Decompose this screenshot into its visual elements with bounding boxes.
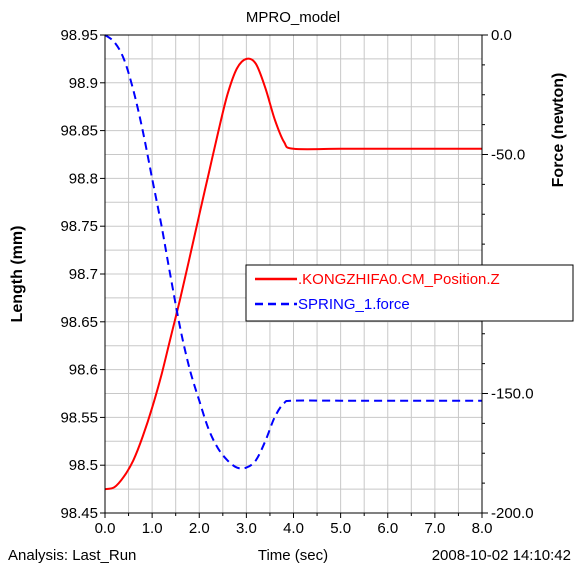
y-tick-label: 98.7 bbox=[69, 266, 98, 283]
x-tick-label: 4.0 bbox=[283, 520, 304, 537]
x-tick-label: 6.0 bbox=[377, 520, 398, 537]
ticks: 0.0 1.0 2.0 3.0 4.0 5.0 6.0 7.0 8.0 98.95 98.9 98.8… bbox=[60, 27, 533, 537]
y-tick-label: 98.65 bbox=[60, 314, 98, 331]
footer-timestamp: 2008-10-02 14:10:42 bbox=[432, 547, 571, 564]
legend-label-series-1: .KONGZHIFA0.CM_Position.Z bbox=[298, 271, 500, 288]
series-line-2 bbox=[104, 34, 482, 470]
x-axis-label: Time (sec) bbox=[258, 547, 328, 564]
series-layer bbox=[104, 34, 482, 491]
chart-title: MPRO_model bbox=[246, 9, 340, 26]
y-tick-label: 98.45 bbox=[60, 505, 98, 522]
legend-label-series-2: SPRING_1.force bbox=[298, 296, 410, 313]
y-tick-label: 98.95 bbox=[60, 27, 98, 44]
x-tick-label: 5.0 bbox=[330, 520, 351, 537]
legend-box bbox=[245, 264, 574, 322]
x-tick-label: 8.0 bbox=[472, 520, 493, 537]
y2-tick-label: -200.0 bbox=[491, 505, 534, 522]
legend: .KONGZHIFA0.CM_Position.Z SPRING_1.force bbox=[245, 264, 574, 322]
x-tick-label: 7.0 bbox=[424, 520, 445, 537]
y-tick-label: 98.85 bbox=[60, 123, 98, 140]
y2-tick-label: -150.0 bbox=[491, 386, 534, 403]
footer-analysis: Analysis: Last_Run bbox=[8, 547, 136, 564]
y-tick-label: 98.8 bbox=[69, 170, 98, 187]
x-tick-label: 2.0 bbox=[189, 520, 210, 537]
y-tick-label: 98.5 bbox=[69, 457, 98, 474]
y-tick-label: 98.55 bbox=[60, 409, 98, 426]
y2-axis-label: Force (newton) bbox=[550, 73, 567, 188]
y2-tick-label: -50.0 bbox=[491, 147, 525, 164]
y2-tick-label: 0.0 bbox=[491, 27, 512, 44]
series-line-1 bbox=[104, 57, 482, 491]
y-axis-label: Length (mm) bbox=[9, 226, 26, 323]
y-tick-label: 98.9 bbox=[69, 75, 98, 92]
y-tick-label: 98.75 bbox=[60, 218, 98, 235]
x-tick-label: 0.0 bbox=[95, 520, 116, 537]
y-tick-label: 98.6 bbox=[69, 362, 98, 379]
x-tick-label: 1.0 bbox=[142, 520, 163, 537]
x-tick-label: 3.0 bbox=[236, 520, 257, 537]
